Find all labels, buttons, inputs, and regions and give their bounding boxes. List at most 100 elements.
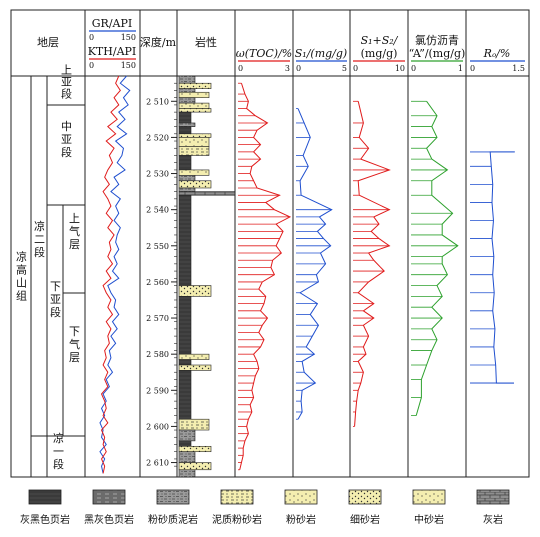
lith-bed-silty-mudstone — [178, 75, 196, 84]
s1-series — [296, 108, 333, 420]
lith-bed-silty-mudstone — [178, 122, 196, 127]
gr-max: 150 — [121, 33, 136, 42]
lith-bed-grayblack-shale — [178, 155, 192, 171]
lith-bed-silty-mudstone — [178, 451, 196, 463]
header-s1s2-line1: S₁+S₂/ — [361, 34, 399, 47]
lith-bed-fine-sandstone — [178, 82, 212, 89]
lith-bed-silty-mudstone — [178, 175, 196, 182]
lith-bed-silty-mudstone — [178, 88, 196, 93]
depth-tick-label: 2 540 — [146, 206, 169, 215]
legend-swatch-muddy-siltstone — [220, 489, 254, 505]
kth-line — [100, 75, 121, 474]
gr-min: 0 — [89, 33, 94, 42]
lith-bed-silty-mudstone — [178, 429, 196, 442]
lith-bed-limestone — [178, 191, 236, 196]
strata-layer-lower: 下气层 — [68, 326, 81, 365]
legend-label: 灰岩 — [483, 513, 503, 526]
legend-label: 细砂岩 — [350, 513, 380, 526]
lith-bed-fine-sandstone — [178, 445, 212, 453]
depth-axis: 2 510 2 520 2 530 2 540 2 550 2 560 2 570 2 580… — [146, 82, 177, 468]
header-toc: ω(TOC)/% — [236, 47, 292, 60]
lith-bed-silty-mudstone — [178, 187, 196, 192]
legend-swatch-medium-sandstone — [412, 489, 446, 505]
legend-label: 泥质粉砂岩 — [212, 513, 262, 526]
column-dividers — [84, 10, 467, 477]
header-bitumen-line1: 氯仿沥青 — [415, 33, 459, 47]
toc-max: 3 — [285, 64, 290, 73]
ro-min: 0 — [470, 64, 475, 73]
legend-swatch-fine-sandstone — [348, 489, 382, 505]
strata-layer-upper: 上气层 — [68, 212, 81, 251]
legend-label: 粉砂质泥岩 — [148, 513, 198, 526]
depth-tick-label: 2 600 — [146, 422, 169, 431]
depth-tick-label: 2 530 — [146, 170, 169, 179]
lith-bed-siltstone — [178, 137, 210, 147]
s1-line — [297, 108, 333, 420]
s1s2-max: 10 — [395, 64, 405, 73]
header-bitumen-line2: “A”/(mg/g) — [409, 47, 466, 60]
header-s1: S₁/(mg/g) — [295, 47, 347, 60]
lith-bed-fine-sandstone — [178, 133, 212, 138]
lith-bed-grayblack-shale — [178, 111, 192, 124]
s1s2-min: 0 — [353, 64, 358, 73]
lith-bed-silty-mudstone — [178, 469, 196, 478]
lith-bed-fine-sandstone — [178, 108, 212, 113]
depth-tick-label: 2 520 — [146, 133, 169, 142]
header-gr: GR/API — [92, 17, 132, 30]
toc-series — [238, 82, 292, 471]
s1-min: 0 — [296, 64, 301, 73]
lith-bed-fine-sandstone — [178, 364, 212, 371]
strata-sub-middle: 中亚段 — [60, 120, 73, 159]
legend-label: 灰黑色页岩 — [20, 513, 70, 526]
legend-label: 中砂岩 — [414, 513, 444, 526]
strata-sub-upper: 上亚段 — [60, 64, 73, 100]
lith-bed-fine-sandstone — [178, 180, 212, 189]
depth-tick-label: 2 610 — [146, 459, 169, 468]
ro-series — [470, 151, 515, 384]
lith-bed-muddy-siltstone — [178, 146, 210, 156]
header-depth: 深度/m — [140, 35, 177, 49]
legend-swatch-siltstone — [284, 489, 318, 505]
figure-frame — [10, 9, 530, 478]
lith-bed-grayblack-shale — [178, 126, 192, 135]
bitumen-min: 0 — [411, 64, 416, 73]
toc-line — [239, 83, 292, 470]
header-strata: 地层 — [37, 36, 59, 49]
depth-tick-label: 2 550 — [146, 242, 169, 251]
toc-min: 0 — [238, 64, 243, 73]
legend-swatch-grayblack-shale — [28, 489, 62, 505]
log-curves — [99, 75, 515, 474]
lith-bed-siltstone — [178, 169, 210, 176]
bitumen-max: 1 — [458, 64, 463, 73]
depth-tick-label: 2 570 — [146, 314, 169, 323]
legend-swatch-silty-mudstone — [156, 489, 190, 505]
header-kth: KTH/API — [88, 45, 137, 58]
legend-label: 黑灰色页岩 — [84, 513, 134, 526]
lith-bed-grayblack-shale — [178, 194, 192, 286]
lith-bed-siltstone — [178, 91, 210, 98]
lith-bed-grayblack-shale — [178, 359, 192, 366]
lithology-column — [178, 75, 236, 478]
lith-bed-silty-mudstone — [178, 97, 196, 104]
header-lithology: 岩性 — [195, 35, 217, 49]
lith-bed-fine-sandstone — [178, 285, 212, 297]
gr-line — [99, 75, 131, 474]
lith-bed-siltstone — [178, 102, 210, 109]
lith-bed-siltstone — [178, 353, 210, 360]
ro-max: 1.5 — [512, 64, 525, 73]
lith-bed-fine-sandstone — [178, 462, 212, 471]
depth-tick-label: 2 510 — [146, 97, 169, 106]
depth-tick-label: 2 590 — [146, 386, 169, 395]
bitumen-line — [415, 100, 459, 416]
s1s2-line — [354, 101, 391, 427]
strata-member1: 凉一段 — [52, 431, 65, 471]
lith-bed-grayblack-shale — [178, 296, 192, 355]
lith-bed-muddy-siltstone — [178, 418, 210, 431]
kth-min: 0 — [89, 61, 94, 70]
legend-swatch-blackgray-shale — [92, 489, 126, 505]
legend-swatch-limestone — [476, 489, 510, 505]
ro-line — [489, 151, 515, 384]
bitumen-series — [411, 100, 459, 416]
header-s1s2-line2: (mg/g) — [361, 47, 398, 60]
